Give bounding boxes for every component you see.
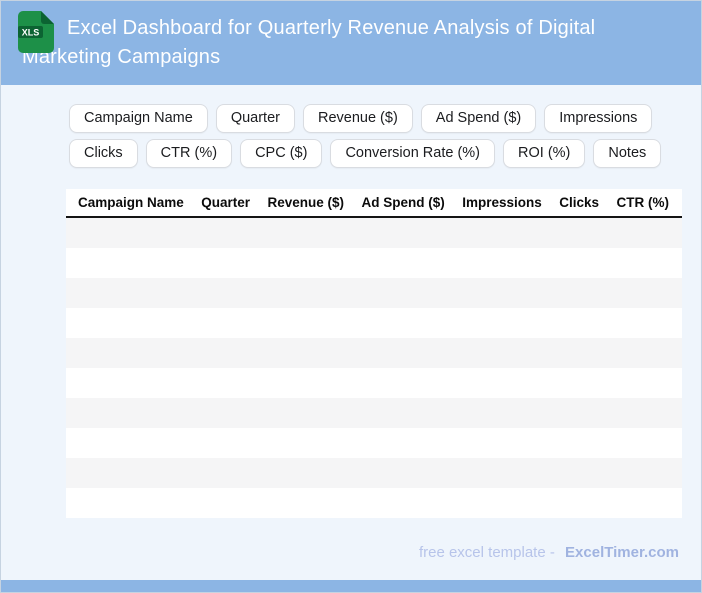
column-chip-quarter[interactable]: Quarter	[215, 104, 295, 133]
table-row	[66, 308, 682, 338]
table-column-header: CTR (%)	[616, 195, 669, 210]
table-row	[66, 488, 682, 518]
xls-icon-label: XLS	[22, 28, 40, 38]
table-row	[66, 248, 682, 278]
table-column-header: Quarter	[201, 195, 251, 210]
page-header: XLS Excel Dashboard for Quarterly Revenu…	[1, 1, 701, 85]
table-body	[66, 218, 682, 518]
xls-file-icon: XLS	[18, 11, 54, 53]
footer-text: free excel template -	[418, 544, 555, 561]
table-column-header: Campaign Name	[78, 195, 184, 210]
table-row	[66, 428, 682, 458]
table-column-header: Impressions	[462, 195, 542, 210]
column-chip-conversion-rate[interactable]: Conversion Rate (%)	[330, 139, 496, 168]
table-column-header: Ad Spend ($)	[361, 195, 445, 210]
column-chip-roi[interactable]: ROI (%)	[503, 139, 586, 168]
column-chip-ad-spend[interactable]: Ad Spend ($)	[420, 104, 537, 133]
table-row	[66, 398, 682, 428]
table-row	[66, 218, 682, 248]
page-title: Excel Dashboard for Quarterly Revenue An…	[22, 17, 596, 68]
table-row	[66, 338, 682, 368]
campaign-table: Campaign Name Quarter Revenue ($) Ad Spend …	[66, 189, 682, 518]
column-chip-cpc[interactable]: CPC ($)	[240, 139, 323, 168]
table-header-row: Campaign Name Quarter Revenue ($) Ad Spend …	[66, 189, 682, 218]
table-column-header: Clicks	[559, 195, 599, 210]
column-chip-clicks[interactable]: Clicks	[69, 139, 138, 168]
column-chip-impressions[interactable]: Impressions	[544, 104, 653, 133]
table-row	[66, 368, 682, 398]
table-column-header: Revenue ($)	[267, 195, 345, 210]
column-chip-notes[interactable]: Notes	[593, 139, 662, 168]
table-row	[66, 458, 682, 488]
column-chip-ctr[interactable]: CTR (%)	[145, 139, 233, 168]
brand-link[interactable]: ExcelTimer.com	[565, 544, 679, 561]
column-chip-revenue[interactable]: Revenue ($)	[302, 104, 413, 133]
bottom-accent-bar	[1, 580, 701, 592]
column-chips: Campaign Name Quarter Revenue ($) Ad Spend …	[69, 104, 681, 168]
table-row	[66, 278, 682, 308]
column-chip-campaign-name[interactable]: Campaign Name	[69, 104, 208, 133]
footer: free excel template - ExcelTimer.com	[1, 544, 679, 561]
